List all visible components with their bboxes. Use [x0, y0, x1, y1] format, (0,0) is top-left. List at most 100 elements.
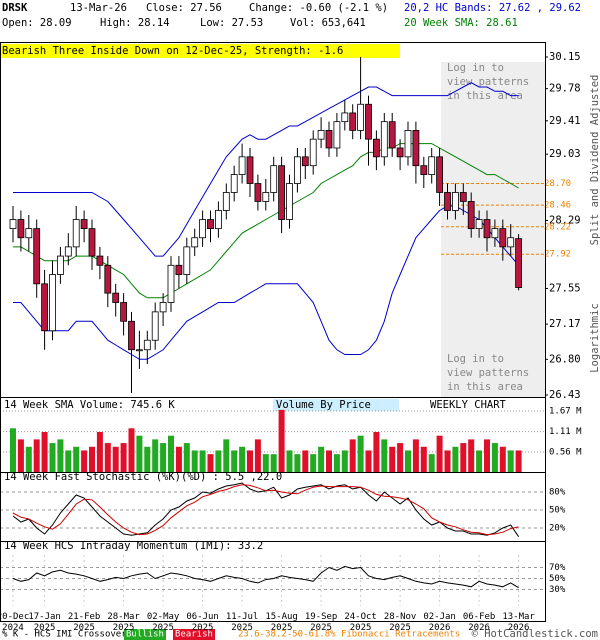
- candle-body: [151, 311, 159, 341]
- y-tick-label: 30%: [549, 585, 566, 595]
- candle-body: [380, 121, 388, 158]
- candle-body: [270, 165, 278, 193]
- pattern: Bearish Three Inside Down on 12-Dec-25, …: [2, 45, 343, 57]
- y-tick-label: 27.17: [549, 318, 581, 330]
- y-tick-label: 0.56 M: [549, 447, 582, 457]
- x-tick-line: 28-Nov: [384, 612, 417, 622]
- x-tick-line: 2026: [429, 623, 451, 633]
- x-tick-label: 28-Mar 2025: [107, 612, 140, 633]
- candle-body: [475, 219, 483, 230]
- candle-body: [451, 192, 459, 211]
- candle-body: [199, 219, 207, 239]
- candle-body: [112, 292, 120, 303]
- bullish-label: Bullish: [126, 630, 164, 640]
- volume-bar: [491, 443, 498, 473]
- volume-bar: [104, 443, 111, 473]
- candle-body: [135, 349, 143, 352]
- candle-body: [64, 246, 72, 257]
- candle-body: [207, 219, 214, 230]
- candle-body: [80, 219, 88, 230]
- date: 13-Mar-26: [70, 2, 127, 14]
- y-tick-label: 50%: [549, 574, 566, 584]
- x-tick-line: 20-Dec: [0, 612, 29, 622]
- x-tick-line: 2025: [192, 623, 214, 633]
- volume-bar: [326, 450, 332, 473]
- volume-bar: [120, 443, 127, 473]
- candle-body: [491, 228, 499, 239]
- x-tick-line: 2026: [508, 623, 530, 633]
- volume-bar: [183, 443, 190, 473]
- volume-bar: [452, 446, 459, 473]
- candle-body: [57, 255, 64, 275]
- x-tick-label: 19-Sep 2025: [305, 612, 338, 633]
- x-tick-label: 21-Feb 2025: [68, 612, 101, 633]
- candle-body: [467, 201, 475, 230]
- candle-body: [278, 165, 286, 220]
- candle-body: [72, 219, 80, 248]
- candle-body: [325, 130, 333, 149]
- bands-label: 20,2 HC Bands: 27.62 , 29.62: [404, 2, 581, 14]
- y-tick-label: 28.29: [549, 214, 581, 226]
- x-tick-line: 2025: [152, 623, 174, 633]
- volume-bar: [373, 432, 380, 473]
- y-tick-label: 20%: [549, 524, 566, 534]
- candle-body: [396, 147, 404, 158]
- candle-body: [183, 246, 191, 275]
- candle-body: [254, 183, 262, 202]
- candle-body: [246, 156, 254, 184]
- candle-body: [96, 255, 104, 266]
- x-tick-line: 24-Oct: [344, 612, 377, 622]
- candle-body: [214, 210, 222, 230]
- x-tick-line: 19-Sep: [305, 612, 338, 622]
- pattern-banner: [0, 44, 400, 58]
- volume-bar: [333, 454, 340, 473]
- volume-bar: [239, 446, 246, 473]
- volume-bar: [468, 439, 475, 473]
- y-tick-label: 50%: [549, 506, 566, 516]
- fib-label: 28.22: [544, 222, 571, 232]
- candle-body: [404, 130, 412, 158]
- volume-bar: [10, 428, 16, 473]
- volume-bar: [341, 450, 348, 473]
- candle-body: [341, 112, 349, 123]
- y-tick-label: 26.80: [549, 353, 581, 365]
- login-text: view patterns: [447, 76, 529, 88]
- candle-body: [293, 156, 301, 184]
- x-tick-label: 06-Feb 2026: [463, 612, 496, 633]
- volume-bar: [215, 450, 222, 473]
- bullish-key: [124, 629, 166, 640]
- volume-bar: [152, 439, 159, 473]
- candle-body: [167, 264, 175, 303]
- change: Change: -0.60 (-2.1 %): [249, 2, 388, 14]
- candle-body: [222, 192, 230, 211]
- candle-body: [412, 130, 420, 167]
- candle-body: [483, 219, 491, 239]
- volume-bar: [128, 428, 135, 473]
- x-tick-label: 11-Jul 2025: [226, 612, 259, 633]
- volume-bar: [175, 446, 182, 473]
- volume-bar: [112, 446, 119, 473]
- x-tick-line: 15-Aug: [265, 612, 298, 622]
- candle-body: [459, 192, 467, 202]
- candle-body: [515, 238, 522, 288]
- x-tick-line: 28-Mar: [107, 612, 140, 622]
- fib-label: 28.46: [544, 201, 571, 211]
- volume-bar: [191, 450, 198, 473]
- x-tick-label: 06-Jun 2025: [186, 612, 219, 633]
- fib-label: 27.92: [544, 250, 571, 260]
- candle-body: [9, 219, 17, 230]
- volume-bar: [73, 446, 80, 473]
- y-tick-label: 1.67 M: [549, 406, 582, 416]
- low: Low: 27.53: [200, 17, 263, 29]
- volume-bar: [349, 439, 356, 473]
- volume-bar: [397, 443, 404, 473]
- volume-bar: [381, 439, 388, 473]
- adjusted-note: Split and Dividend Adjusted: [589, 75, 600, 246]
- imi-title: 14 Week HCS Intraday Momentum (IMI): 33.…: [4, 540, 263, 552]
- candle-body: [175, 264, 183, 275]
- volume-bar: [286, 450, 293, 473]
- candle-body: [309, 138, 317, 167]
- x-tick-line: 2026: [468, 623, 490, 633]
